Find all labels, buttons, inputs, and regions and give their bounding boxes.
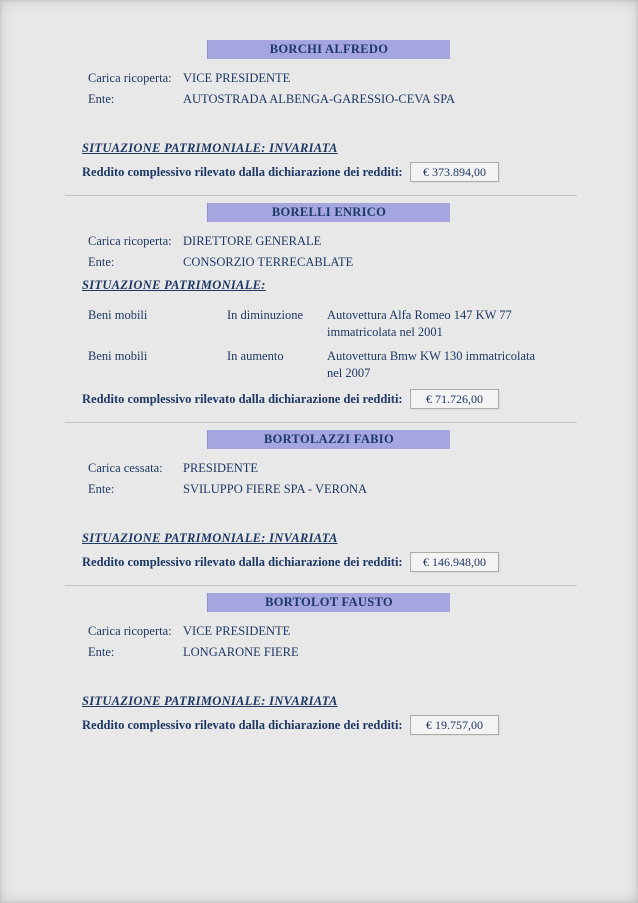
field-label: Carica ricoperta: [88, 71, 172, 85]
income-label: Reddito complessivo rilevato dalla dichi… [82, 718, 403, 732]
field-label: Ente: [88, 645, 115, 659]
patrimonial-status-heading: SITUAZIONE PATRIMONIALE: INVARIATA [82, 141, 338, 155]
field-value: VICE PRESIDENTE [183, 624, 291, 638]
asset-row: Beni mobili In aumento Autovettura Bmw K… [88, 348, 575, 382]
field-row: Carica ricoperta: VICE PRESIDENTE [88, 70, 575, 86]
declaration-section: BORELLI ENRICO Carica ricoperta: DIRETTO… [82, 203, 575, 409]
field-row: Ente: CONSORZIO TERRECABLATE [88, 254, 575, 270]
income-label: Reddito complessivo rilevato dalla dichi… [82, 165, 403, 179]
field-value: LONGARONE FIERE [183, 645, 299, 659]
patrimonial-status-heading: SITUAZIONE PATRIMONIALE: INVARIATA [82, 531, 338, 545]
page-content: BORCHI ALFREDO Carica ricoperta: VICE PR… [65, 40, 577, 735]
person-name-header: BORTOLAZZI FABIO [207, 430, 450, 449]
field-value: DIRETTORE GENERALE [183, 234, 322, 248]
income-label: Reddito complessivo rilevato dalla dichi… [82, 392, 403, 406]
income-value-box: € 71.726,00 [410, 389, 499, 409]
section-divider [65, 585, 577, 586]
field-value: PRESIDENTE [183, 461, 258, 475]
income-row: Reddito complessivo rilevato dalla dichi… [82, 715, 499, 735]
person-name-header: BORTOLOT FAUSTO [207, 593, 450, 612]
section-divider [65, 195, 577, 196]
asset-change-direction: In diminuzione [227, 308, 304, 322]
income-row: Reddito complessivo rilevato dalla dichi… [82, 162, 499, 182]
field-row: Ente: SVILUPPO FIERE SPA - VERONA [88, 481, 575, 497]
asset-category: Beni mobili [88, 308, 148, 322]
asset-description: Autovettura Alfa Romeo 147 KW 77 immatri… [327, 308, 512, 339]
field-label: Carica ricoperta: [88, 234, 172, 248]
field-value: CONSORZIO TERRECABLATE [183, 255, 354, 269]
field-label: Carica ricoperta: [88, 624, 172, 638]
declaration-section: BORCHI ALFREDO Carica ricoperta: VICE PR… [82, 40, 575, 182]
person-name: BORTOLOT FAUSTO [265, 595, 393, 609]
field-label: Ente: [88, 482, 115, 496]
patrimonial-status-heading: SITUAZIONE PATRIMONIALE: INVARIATA [82, 694, 338, 708]
person-name: BORTOLAZZI FABIO [264, 432, 394, 446]
field-row: Ente: LONGARONE FIERE [88, 644, 575, 660]
field-value: AUTOSTRADA ALBENGA-GARESSIO-CEVA SPA [183, 92, 456, 106]
income-row: Reddito complessivo rilevato dalla dichi… [82, 552, 499, 572]
income-row: Reddito complessivo rilevato dalla dichi… [82, 389, 499, 409]
asset-change-direction: In aumento [227, 349, 284, 363]
patrimonial-status-heading: SITUAZIONE PATRIMONIALE: [82, 278, 266, 292]
field-value: SVILUPPO FIERE SPA - VERONA [183, 482, 368, 496]
field-row: Carica cessata: PRESIDENTE [88, 460, 575, 476]
field-row: Ente: AUTOSTRADA ALBENGA-GARESSIO-CEVA S… [88, 91, 575, 107]
declaration-section: BORTOLAZZI FABIO Carica cessata: PRESIDE… [82, 430, 575, 572]
asset-description: Autovettura Bmw KW 130 immatricolata nel… [327, 349, 536, 380]
income-value-box: € 146.948,00 [410, 552, 499, 572]
asset-category: Beni mobili [88, 349, 148, 363]
income-value-box: € 373.894,00 [410, 162, 499, 182]
income-label: Reddito complessivo rilevato dalla dichi… [82, 555, 403, 569]
field-value: VICE PRESIDENTE [183, 71, 291, 85]
field-row: Carica ricoperta: VICE PRESIDENTE [88, 623, 575, 639]
person-name: BORCHI ALFREDO [269, 42, 389, 56]
section-divider [65, 422, 577, 423]
person-name: BORELLI ENRICO [271, 205, 387, 219]
field-row: Carica ricoperta: DIRETTORE GENERALE [88, 233, 575, 249]
person-name-header: BORELLI ENRICO [207, 203, 450, 222]
person-name-header: BORCHI ALFREDO [207, 40, 450, 59]
asset-list: Beni mobili In diminuzione Autovettura A… [82, 307, 575, 382]
asset-row: Beni mobili In diminuzione Autovettura A… [88, 307, 575, 341]
field-label: Carica cessata: [88, 461, 163, 475]
income-value-box: € 19.757,00 [410, 715, 499, 735]
field-label: Ente: [88, 92, 115, 106]
declaration-section: BORTOLOT FAUSTO Carica ricoperta: VICE P… [82, 593, 575, 735]
field-label: Ente: [88, 255, 115, 269]
